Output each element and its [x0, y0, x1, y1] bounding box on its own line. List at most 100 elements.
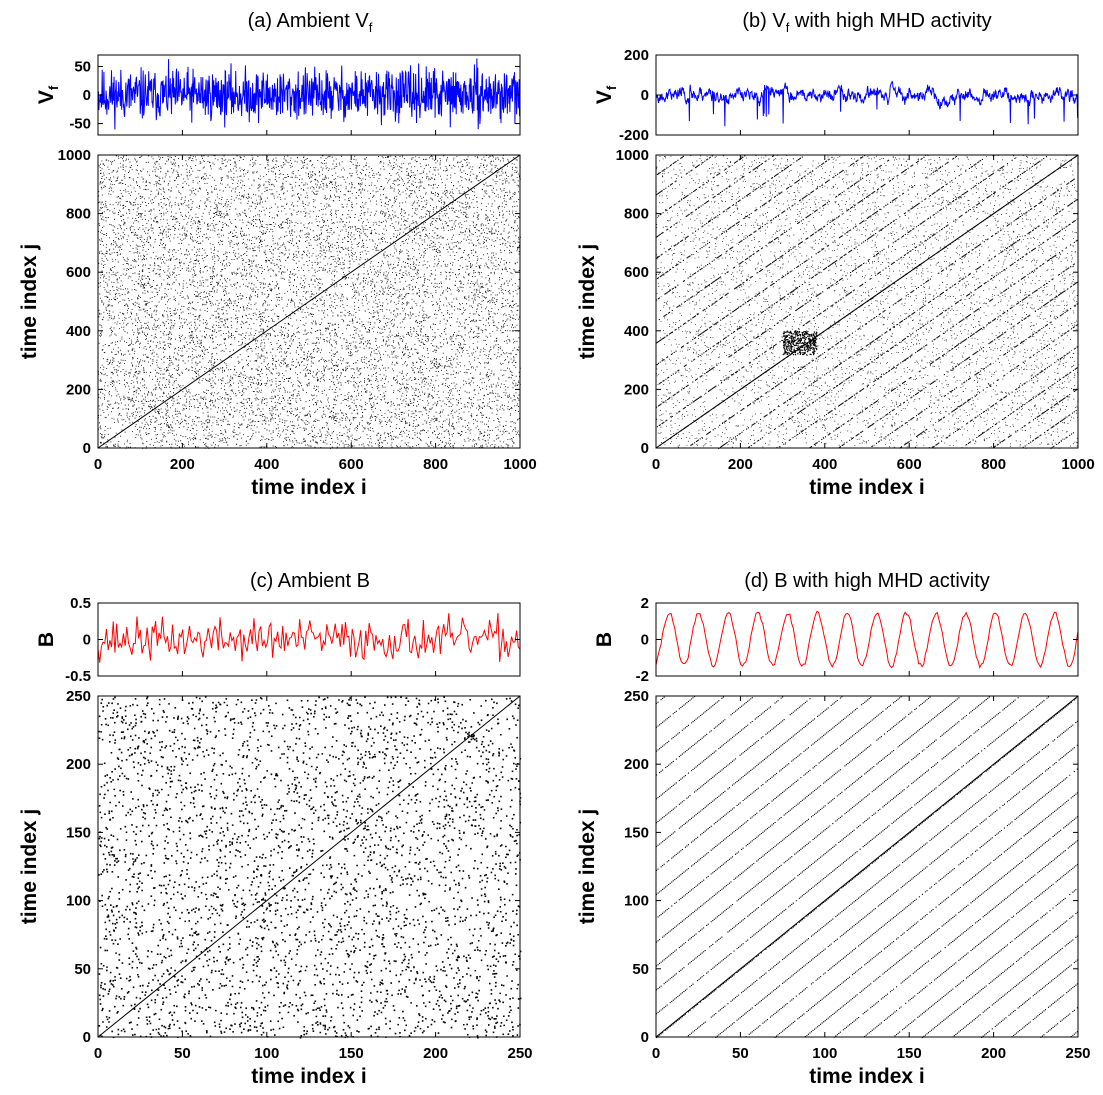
- timeseries-plot: -2 0 2 B: [593, 595, 1079, 685]
- xtick-label: 600: [339, 456, 364, 473]
- ytick-label: 100: [66, 893, 91, 910]
- recurrence-xlabel: time index i: [809, 1065, 925, 1088]
- recurrence-ylabel: time index j: [18, 809, 41, 925]
- timeseries-line: [655, 610, 1079, 669]
- xtick-label: 800: [981, 456, 1006, 473]
- xtick-label: 250: [507, 1045, 532, 1062]
- panel-title: (c) Ambient B: [250, 570, 370, 592]
- line-of-identity: [655, 154, 1079, 449]
- ytick-label: -50: [69, 116, 91, 133]
- panel-c: (c) Ambient B -0.5 0 0.5 B 0 50 100 150 200 250 0 50…: [18, 570, 533, 1088]
- panel-title-main: (d) B with high MHD activity: [744, 570, 990, 592]
- ytick-label: 800: [624, 206, 649, 223]
- xtick-label: 0: [652, 1045, 660, 1062]
- ytick-label: 0.5: [70, 595, 91, 612]
- recurrence-xlabel: time index i: [809, 476, 925, 499]
- ytick-label: 0: [83, 87, 91, 104]
- ytick-label: -200: [619, 127, 649, 144]
- recurrence-points: [656, 696, 1078, 1039]
- panel-b: (b) Vf with high MHD activity -200 0 200 Vf 0…: [576, 10, 1095, 499]
- ytick-label: 2: [641, 595, 649, 612]
- ytick-label: 600: [66, 264, 91, 281]
- timeseries-ylabel: Vf: [593, 85, 619, 104]
- panel-title: (a) Ambient Vf: [248, 10, 373, 35]
- ytick-label: -0.5: [65, 668, 91, 685]
- xtick-label: 200: [423, 1045, 448, 1062]
- xtick-label: 50: [174, 1045, 191, 1062]
- recurrence-xlabel: time index i: [251, 476, 367, 499]
- ytick-label: 150: [624, 824, 649, 841]
- panel-title-sub: f: [369, 20, 373, 35]
- timeseries-frame: [655, 602, 1079, 677]
- timeseries-ylabel: Vf: [35, 85, 61, 104]
- ytick-label: 0: [641, 440, 649, 457]
- recurrence-plot: 0 50 100 150 200 250 0 50 100 150 200 250 time index…: [576, 688, 1091, 1088]
- ytick-label: -2: [636, 668, 649, 685]
- timeseries-ylabel-main: B: [593, 632, 616, 647]
- xtick-label: 150: [897, 1045, 922, 1062]
- ytick-label: 200: [624, 381, 649, 398]
- xtick-label: 100: [812, 1045, 837, 1062]
- timeseries-plot: -50 0 50 Vf: [35, 54, 521, 136]
- ytick-label: 0: [83, 632, 91, 649]
- panel-title: (b) Vf with high MHD activity: [742, 10, 991, 35]
- ytick-label: 100: [624, 893, 649, 910]
- ytick-label: 1000: [616, 147, 649, 164]
- ytick-label: 50: [632, 961, 649, 978]
- xtick-label: 600: [897, 456, 922, 473]
- timeseries-line: [655, 80, 1079, 127]
- panel-title: (d) B with high MHD activity: [744, 570, 990, 592]
- ytick-label: 0: [83, 440, 91, 457]
- xtick-label: 200: [981, 1045, 1006, 1062]
- recurrence-plot: 0 50 100 150 200 250 0 50 100 150 200 250 time index…: [18, 688, 533, 1088]
- xtick-label: 400: [254, 456, 279, 473]
- xtick-label: 0: [94, 1045, 102, 1062]
- line-of-identity: [97, 695, 521, 1038]
- recurrence-points: [656, 155, 1079, 449]
- ytick-label: 0: [641, 1029, 649, 1046]
- ytick-label: 250: [624, 688, 649, 705]
- panel-title-main: (a) Ambient V: [248, 10, 370, 32]
- xtick-label: 200: [170, 456, 195, 473]
- xtick-label: 100: [254, 1045, 279, 1062]
- ytick-label: 200: [624, 756, 649, 773]
- ytick-label: 800: [66, 206, 91, 223]
- xtick-label: 250: [1065, 1045, 1090, 1062]
- xtick-label: 800: [423, 456, 448, 473]
- timeseries-ylabel-main: B: [35, 632, 58, 647]
- ytick-label: 50: [74, 961, 91, 978]
- ytick-label: 0: [83, 1029, 91, 1046]
- panel-title-sub: f: [786, 20, 790, 35]
- recurrence-plot: 0 200 400 600 800 1000 0 200 400 600 800 1000 time i…: [18, 147, 537, 499]
- timeseries-line: [97, 58, 521, 130]
- timeseries-ylabel-main: V: [593, 90, 616, 104]
- xtick-label: 150: [339, 1045, 364, 1062]
- recurrence-frame: [655, 154, 1079, 449]
- timeseries-plot: -200 0 200 Vf: [593, 47, 1079, 144]
- ytick-label: 1000: [58, 147, 91, 164]
- recurrence-frame: [97, 154, 521, 449]
- ytick-label: 200: [624, 47, 649, 64]
- panel-title-main: (b) V: [742, 10, 786, 32]
- recurrence-frame: [97, 695, 521, 1038]
- ytick-label: 150: [66, 824, 91, 841]
- ytick-label: 250: [66, 688, 91, 705]
- xtick-label: 50: [732, 1045, 749, 1062]
- ytick-label: 0: [641, 87, 649, 104]
- recurrence-points: [98, 696, 522, 1039]
- timeseries-ylabel: B: [35, 632, 58, 647]
- ytick-label: 400: [66, 323, 91, 340]
- recurrence-xlabel: time index i: [251, 1065, 367, 1088]
- recurrence-ylabel: time index j: [576, 809, 599, 925]
- panel-title-rest: with high MHD activity: [789, 10, 991, 32]
- panel-a: (a) Ambient Vf -50 0 50 Vf 0 200 400 600 800 1000 0…: [18, 10, 537, 499]
- xtick-label: 0: [94, 456, 102, 473]
- recurrence-points: [98, 155, 521, 449]
- timeseries-plot: -0.5 0 0.5 B: [35, 595, 521, 685]
- xtick-label: 1000: [503, 456, 536, 473]
- ytick-label: 0: [641, 632, 649, 649]
- ytick-label: 600: [624, 264, 649, 281]
- ytick-label: 50: [74, 58, 91, 75]
- panel-d: (d) B with high MHD activity -2 0 2 B 0 50 100 1…: [576, 570, 1091, 1088]
